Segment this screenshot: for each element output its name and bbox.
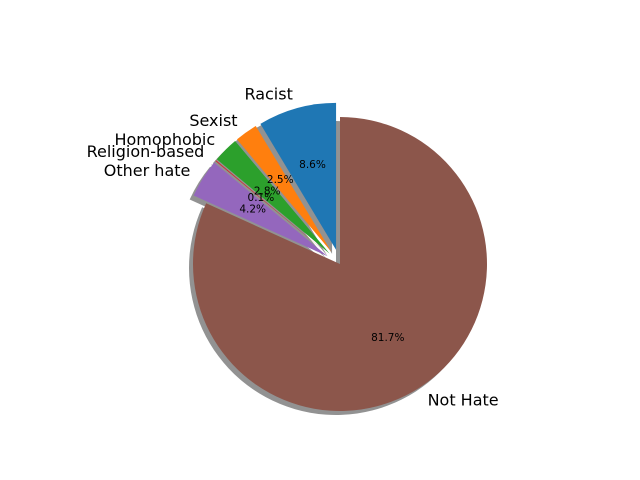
category-label-homophobic: Homophobic: [114, 130, 215, 149]
percent-label-religion-based: 0.1%: [248, 192, 275, 204]
slice-racist: [260, 102, 337, 250]
percent-label-racist: 8.6%: [299, 159, 326, 171]
pie-slices: [193, 102, 487, 411]
slice-homophobic: [216, 141, 330, 254]
category-labels: Racist SexistHomophobicReligion-basedOthe…: [87, 85, 499, 410]
percent-label-sexist: 2.5%: [267, 174, 294, 186]
slice-religion-based: [215, 160, 329, 255]
category-label-sexist: Sexist: [189, 111, 237, 130]
percent-label-not-hate: 81.7%: [371, 332, 404, 344]
category-label-religion-based: Religion-based: [87, 142, 205, 161]
percent-label-other-hate: 4.2%: [239, 203, 266, 215]
category-label-other-hate: Other hate: [104, 161, 191, 180]
category-label-racist: Racist: [244, 85, 292, 104]
slice-not-hate: [193, 116, 487, 411]
percent-label-homophobic: 2.8%: [254, 185, 281, 197]
category-label-not-hate: Not Hate: [428, 390, 499, 409]
percent-labels: 8.6% 2.5%2.8%0.1%4.2% 81.7%: [239, 159, 404, 344]
slice-other-hate: [193, 162, 328, 257]
slice-sexist: [236, 126, 332, 253]
